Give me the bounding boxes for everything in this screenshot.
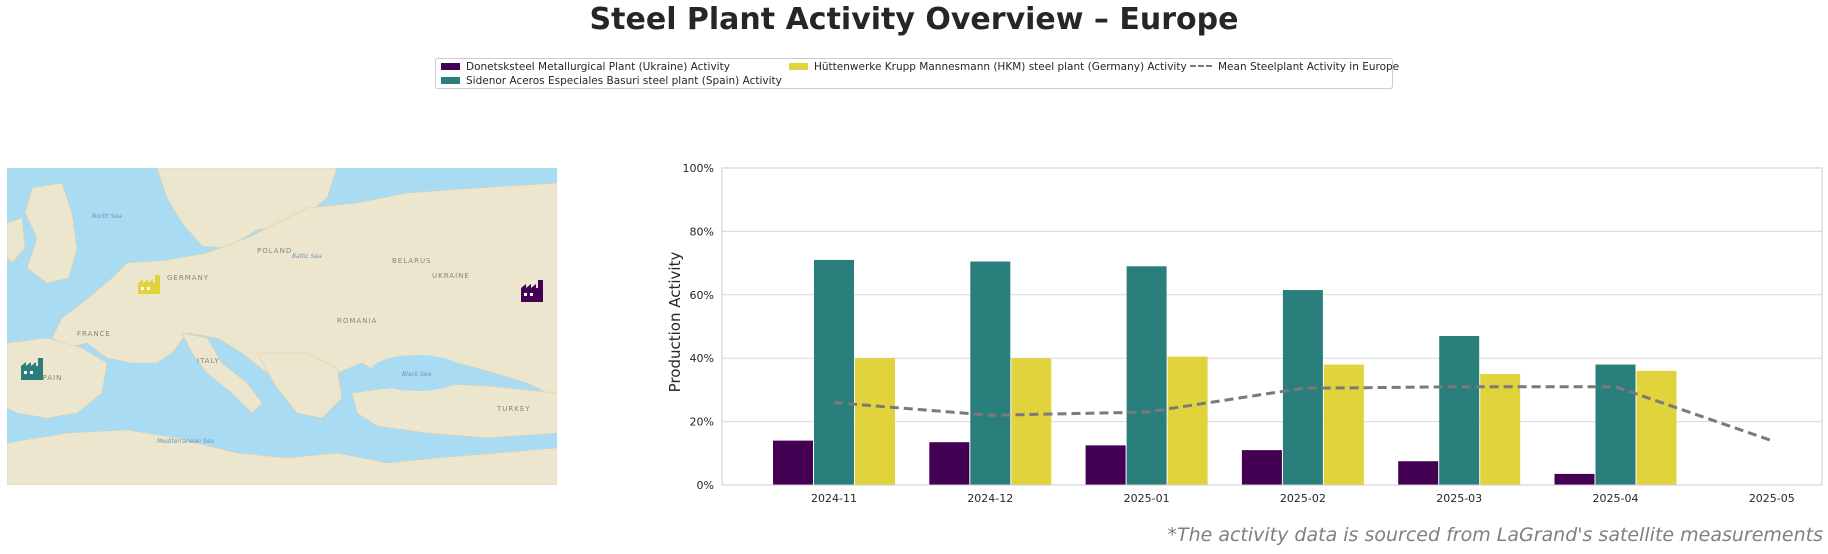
map-land-ireland [7,217,26,264]
map-land-africa [7,429,557,485]
plot-frame [721,167,1823,486]
bar [1439,336,1480,485]
footnote: *The activity data is sourced from LaGra… [1167,524,1823,546]
x-tick-label: 2025-03 [1436,492,1482,505]
chart-mean-line [833,385,1773,443]
bar [1241,450,1282,485]
map-label-black-sea: Black Sea [402,371,432,378]
y-tick-label: 0% [697,479,714,492]
legend-label-sidenor: Sidenor Aceros Especiales Basuri steel p… [466,75,782,87]
factory-icon [21,358,43,380]
x-tick-label: 2025-04 [1593,492,1639,505]
bar [1595,364,1636,485]
map-land-balkans [256,352,343,419]
legend-label-donetsksteel: Donetsksteel Metallurgical Plant (Ukrain… [466,61,730,73]
factory-icon [521,280,543,302]
map-label-france: FRANCE [77,330,111,338]
bar [1085,445,1126,485]
map-land-scandinavia [156,168,338,249]
y-tick-label: 100% [683,162,714,175]
map-label-ukraine: UKRAINE [432,272,470,280]
map-land-turkey [351,382,557,439]
legend-item-sidenor: Sidenor Aceros Especiales Basuri steel p… [441,75,782,88]
legend-swatch-sidenor [441,76,460,84]
bar [1554,473,1595,485]
bar [855,358,895,485]
chart-bars [773,259,1677,485]
legend-label-hkm: Hüttenwerke Krupp Mannesmann (HKM) steel… [814,61,1187,73]
bar [929,442,970,485]
bar [1282,290,1323,485]
legend-item-donetsksteel: Donetsksteel Metallurgical Plant (Ukrain… [441,61,730,74]
map-black-sea [369,355,465,391]
europe-map: North Sea Baltic Sea Black Sea Mediterra… [7,168,557,485]
map-land-italy [181,332,263,414]
x-tick-label: 2024-12 [967,492,1013,505]
mean-line [833,385,1773,443]
bar [773,440,813,485]
bar [1398,461,1439,485]
y-tick-label: 20% [690,416,714,429]
x-tick-label: 2025-01 [1124,492,1170,505]
map-label-spain: SPAIN [37,374,62,382]
map-label-north-sea: North Sea [92,213,122,220]
map-label-poland: POLAND [257,247,292,255]
bar [814,259,854,485]
legend-swatch-donetsksteel [441,62,460,70]
y-tick-label: 80% [690,225,714,238]
legend-item-hkm: Hüttenwerke Krupp Mannesmann (HKM) steel… [789,61,1187,74]
map-land-britain [24,182,78,284]
map-label-mediterranean: Mediterranean Sea [157,438,214,445]
y-tick-label: 60% [690,289,714,302]
bar [1636,370,1677,485]
map-land-iberia [7,337,108,419]
chart-legend: Donetsksteel Metallurgical Plant (Ukrain… [435,58,1399,89]
factory-icon [138,275,160,294]
map-label-baltic-sea: Baltic Sea [292,253,322,260]
legend-dash-mean [1190,65,1212,67]
x-tick-label: 2024-11 [811,492,857,505]
x-tick-label: 2025-05 [1749,492,1795,505]
bar [1323,364,1364,485]
bar [1126,266,1167,485]
legend-label-mean: Mean Steelplant Activity in Europe [1218,61,1400,73]
chart-axes: 0% 20% 40% 60% 80% 100% 2024-11 2024-12 2025-01 2… [683,162,1823,505]
bar [970,261,1011,485]
bar [1011,358,1052,485]
legend-item-mean: Mean Steelplant Activity in Europe [1190,61,1399,74]
bar [1167,356,1208,485]
page-title: Steel Plant Activity Overview – Europe [589,2,1239,37]
map-label-belarus: BELARUS [392,257,432,265]
legend-swatch-hkm [789,62,808,70]
bar [1480,374,1521,485]
map-label-turkey: TURKEY [496,405,531,413]
map-label-germany: GERMANY [167,274,209,282]
x-tick-label: 2025-02 [1280,492,1326,505]
y-axis-label: Production Activity [666,252,684,393]
map-label-italy: ITALY [197,357,220,365]
y-tick-label: 40% [690,352,714,365]
map-label-romania: ROMANIA [337,317,377,325]
